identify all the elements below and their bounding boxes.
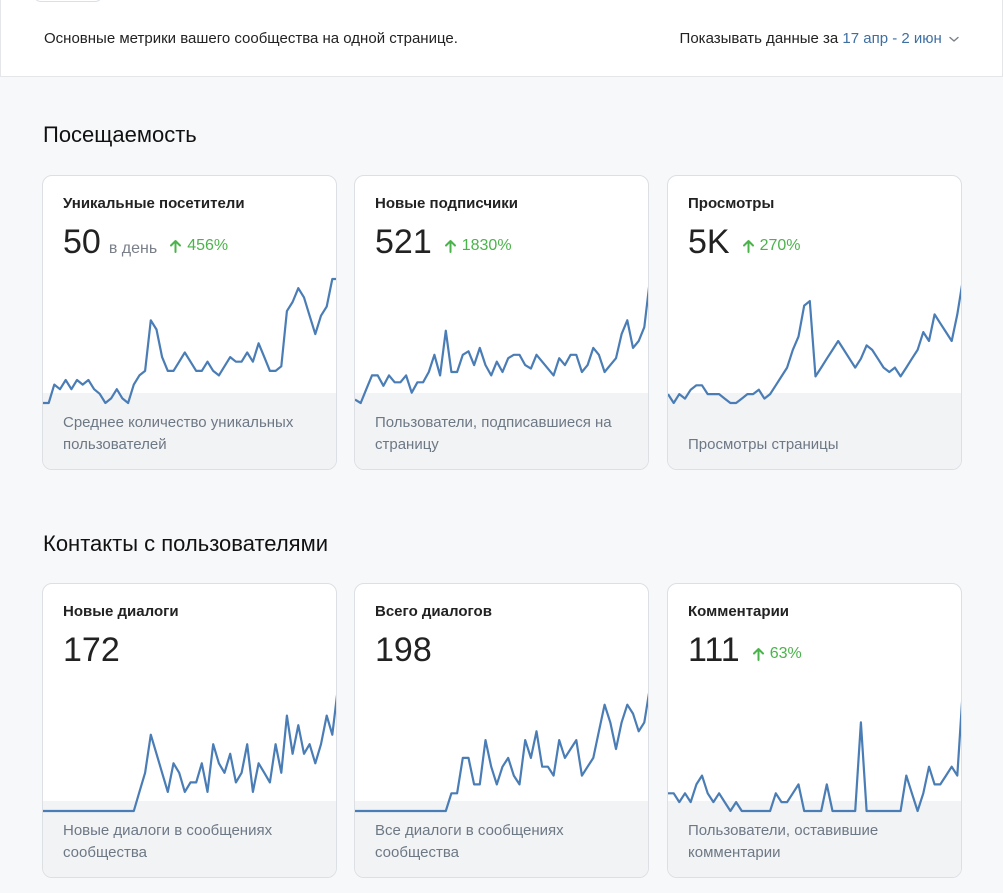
card-delta-value: 1830% <box>461 237 512 254</box>
card-comments[interactable]: Комментарии 111 63% Пользователи, остави… <box>667 583 962 878</box>
card-footer: Просмотры страницы <box>668 393 961 469</box>
card-delta-value: 63% <box>769 645 802 662</box>
card-new-dialogs[interactable]: Новые диалоги 172 Новые диалоги в сообще… <box>42 583 337 878</box>
card-delta: 270% <box>742 237 801 255</box>
card-title: Уникальные посетители <box>63 195 245 212</box>
card-delta: 1830% <box>444 237 512 255</box>
intro-text: Основные метрики вашего сообщества на од… <box>44 30 458 47</box>
chevron-down-icon[interactable] <box>948 33 960 45</box>
arrow-up-icon <box>742 240 754 253</box>
card-value: 198 <box>375 631 432 669</box>
card-footer: Все диалоги в сообщениях сообщества <box>355 801 648 877</box>
card-description: Пользователи, подписавшиеся на страницу <box>375 414 612 453</box>
card-description: Просмотры страницы <box>688 436 839 453</box>
section-title-attendance: Посещаемость <box>43 122 197 147</box>
line-chart <box>668 679 961 814</box>
card-footer: Пользователи, оставившие комментарии <box>668 801 961 877</box>
card-footer: Пользователи, подписавшиеся на страницу <box>355 393 648 469</box>
line-chart <box>355 679 648 814</box>
header-bar: Основные метрики вашего сообщества на од… <box>0 0 1003 77</box>
arrow-up-icon <box>444 240 456 253</box>
line-chart <box>43 271 336 406</box>
tab-stub[interactable] <box>33 0 103 2</box>
line-chart <box>43 679 336 814</box>
card-value: 521 <box>375 223 432 261</box>
card-value: 50 <box>63 223 101 261</box>
period-range[interactable]: 17 апр - 2 июн <box>842 30 942 47</box>
card-value: 111 <box>688 631 740 669</box>
period-selector[interactable]: Показывать данные за 17 апр - 2 июн <box>680 30 960 47</box>
card-unique-visitors[interactable]: Уникальные посетители 50 в день 456% Сре… <box>42 175 337 470</box>
series-line <box>43 277 336 405</box>
card-new-subscribers[interactable]: Новые подписчики 521 1830% Пользователи,… <box>354 175 649 470</box>
card-description: Все диалоги в сообщениях сообщества <box>375 822 564 861</box>
line-chart <box>668 271 961 406</box>
card-page-views[interactable]: Просмотры 5K 270% Просмотры страницы <box>667 175 962 470</box>
period-label: Показывать данные за <box>679 30 839 47</box>
arrow-up-icon <box>752 648 764 661</box>
card-description: Среднее количество уникальных пользовате… <box>63 414 294 453</box>
card-title: Комментарии <box>688 603 790 620</box>
card-title: Просмотры <box>688 195 775 212</box>
section-title-contacts: Контакты с пользователями <box>43 531 328 556</box>
card-delta-value: 456% <box>187 237 229 254</box>
series-line <box>355 692 648 813</box>
card-title: Новые диалоги <box>63 603 179 620</box>
card-delta: 456% <box>169 237 228 255</box>
card-description: Пользователи, оставившие комментарии <box>688 822 879 861</box>
card-unit: в день <box>108 240 158 257</box>
card-footer: Среднее количество уникальных пользовате… <box>43 393 336 469</box>
card-total-dialogs[interactable]: Всего диалогов 198 Все диалоги в сообщен… <box>354 583 649 878</box>
card-value: 5K <box>688 223 730 261</box>
card-value: 172 <box>63 631 120 669</box>
card-description: Новые диалоги в сообщениях сообщества <box>63 822 273 861</box>
series-line <box>668 700 961 813</box>
card-footer: Новые диалоги в сообщениях сообщества <box>43 801 336 877</box>
line-chart <box>355 271 648 406</box>
series-line <box>668 284 961 405</box>
card-delta: 63% <box>752 645 802 663</box>
series-line <box>43 694 336 813</box>
card-title: Новые подписчики <box>375 195 518 212</box>
series-line <box>355 286 648 405</box>
card-title: Всего диалогов <box>375 603 492 620</box>
card-delta-value: 270% <box>759 237 801 254</box>
arrow-up-icon <box>170 240 182 253</box>
